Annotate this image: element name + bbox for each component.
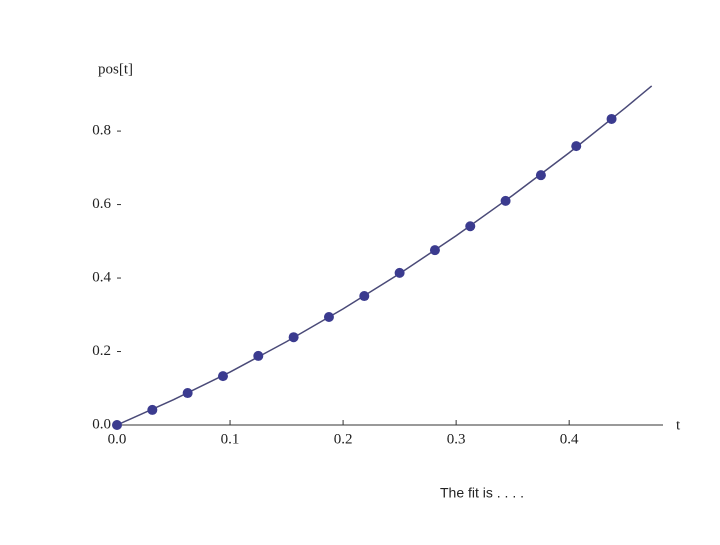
data-point	[571, 141, 582, 152]
x-tick-label: 0.3	[447, 431, 466, 447]
data-point	[253, 350, 264, 361]
x-tick-label: 0.1	[221, 431, 240, 447]
fit-line	[116, 85, 653, 426]
x-tick-label: 0.2	[334, 431, 353, 447]
data-point	[394, 267, 405, 278]
x-tick-label: 0.4	[560, 431, 579, 447]
caption: The fit is . . . .	[440, 485, 524, 501]
x-tick-label: 0.0	[108, 431, 127, 447]
data-point	[465, 221, 476, 232]
data-point	[323, 311, 334, 322]
y-tick-label: 0.6	[92, 196, 111, 212]
data-point	[217, 371, 228, 382]
y-tick-label: 0.0	[92, 416, 111, 432]
data-point	[147, 404, 158, 415]
data-point	[288, 332, 299, 343]
y-axis-label: pos[t]	[98, 61, 133, 77]
x-axis-label: t	[676, 417, 681, 433]
data-point	[535, 170, 546, 181]
data-point	[182, 388, 193, 399]
data-point	[359, 291, 370, 302]
data-point	[429, 245, 440, 256]
y-tick-label: 0.8	[92, 123, 111, 139]
data-point	[112, 420, 122, 430]
y-tick-label: 0.2	[92, 343, 111, 359]
y-tick-label: 0.4	[92, 269, 111, 285]
data-point	[500, 195, 511, 206]
data-point	[606, 113, 617, 124]
